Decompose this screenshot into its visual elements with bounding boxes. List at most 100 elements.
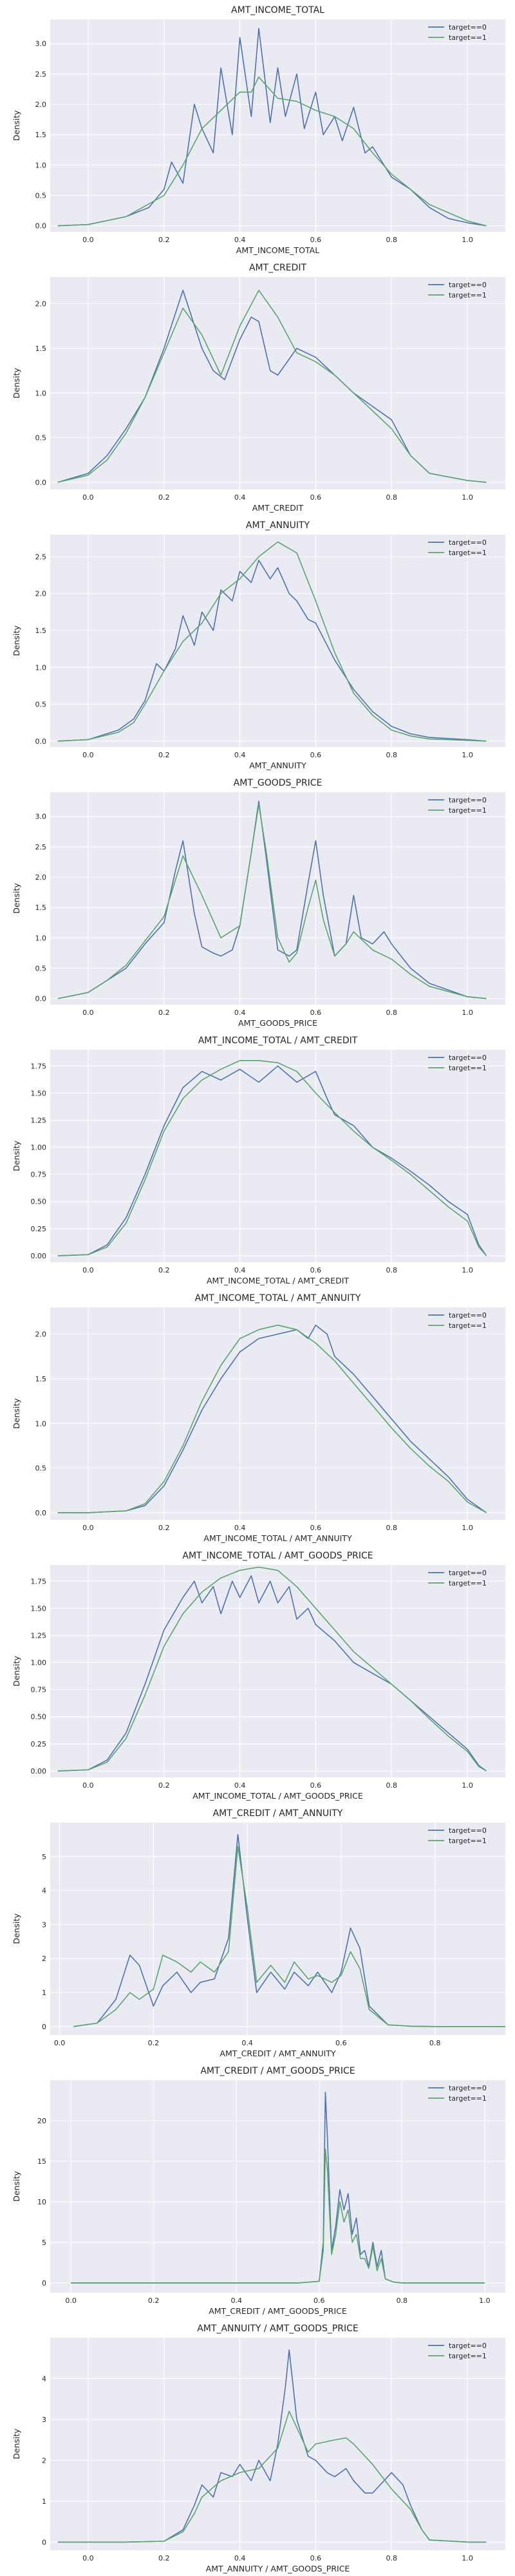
y-tick-label: 3.0 bbox=[35, 40, 47, 48]
y-tick-label: 0.50 bbox=[31, 1713, 47, 1721]
y-tick-label: 1.00 bbox=[31, 1144, 47, 1152]
x-tick-label: 0.2 bbox=[148, 2297, 160, 2305]
legend-label: target==0 bbox=[449, 538, 487, 547]
x-tick-label: 0.4 bbox=[234, 1266, 246, 1274]
y-tick-label: 0 bbox=[42, 2279, 46, 2287]
chart-svg-7: 0.0 0.2 0.4 0.6 0.8 1.0 0.00 0.25 0.50 0.75 1.00 1.… bbox=[12, 1551, 505, 1801]
y-tick-label: 4 bbox=[42, 1887, 46, 1895]
y-tick-label: 1.25 bbox=[31, 1631, 47, 1640]
x-axis-label: AMT_ANNUITY bbox=[249, 761, 306, 770]
legend-label: target==0 bbox=[449, 2342, 487, 2350]
x-tick-label: 0.8 bbox=[386, 493, 398, 502]
x-axis-label: AMT_CREDIT bbox=[252, 503, 304, 513]
series-line-target-1 bbox=[57, 804, 487, 999]
plot-area bbox=[50, 1050, 505, 1262]
series-line-target-0 bbox=[57, 28, 487, 227]
y-tick-label: 1.0 bbox=[35, 389, 47, 397]
chart-panel-1: 0.0 0.2 0.4 0.6 0.8 1.0 0.0 0.5 1.0 1.5 2.0 2.5 3.0 A… bbox=[0, 0, 515, 258]
y-tick-label: 1.5 bbox=[35, 345, 47, 353]
x-tick-label: 0.8 bbox=[386, 2554, 398, 2562]
y-tick-label: 0.50 bbox=[31, 1198, 47, 1206]
y-tick-label: 1.00 bbox=[31, 1659, 47, 1667]
x-tick-label: 0.2 bbox=[158, 1781, 170, 1790]
series-line-target-0 bbox=[57, 2349, 487, 2543]
chart-svg-1: 0.0 0.2 0.4 0.6 0.8 1.0 0.0 0.5 1.0 1.5 2.0 2.5 3.0 A… bbox=[12, 5, 505, 255]
y-tick-label: 2.0 bbox=[35, 873, 47, 882]
x-tick-label: 0.6 bbox=[310, 2554, 322, 2562]
y-axis-label: Density bbox=[12, 368, 21, 399]
y-tick-label: 3 bbox=[42, 2416, 46, 2424]
chart-panel-2: 0.0 0.2 0.4 0.6 0.8 1.0 0.0 0.5 1.0 1.5 2.0 AMT_CRE… bbox=[0, 258, 515, 515]
y-tick-label: 2 bbox=[42, 1955, 46, 1963]
y-axis-label: Density bbox=[12, 110, 21, 141]
y-tick-label: 2.0 bbox=[35, 300, 47, 308]
y-tick-label: 2.5 bbox=[35, 843, 47, 851]
y-tick-label: 15 bbox=[37, 2157, 46, 2166]
x-tick-label: 0.4 bbox=[234, 236, 246, 244]
y-tick-label: 1 bbox=[42, 2497, 46, 2506]
x-tick-label: 0.2 bbox=[158, 751, 170, 759]
x-tick-label: 0.0 bbox=[82, 236, 94, 244]
y-tick-label: 4 bbox=[42, 2374, 46, 2383]
x-axis-label: AMT_INCOME_TOTAL / AMT_ANNUITY bbox=[203, 1533, 352, 1543]
x-tick-label: 0.2 bbox=[158, 493, 170, 502]
y-tick-label: 1.0 bbox=[35, 161, 47, 169]
x-tick-label: 0.6 bbox=[310, 1266, 322, 1274]
plot-area bbox=[50, 1565, 505, 1777]
x-tick-label: 0.0 bbox=[82, 1524, 94, 1532]
plot-area bbox=[50, 2080, 505, 2293]
y-axis-label: Density bbox=[12, 625, 21, 656]
x-tick-label: 1.0 bbox=[462, 236, 473, 244]
x-tick-label: 0.8 bbox=[386, 1009, 398, 1017]
y-tick-label: 1.0 bbox=[35, 1419, 47, 1428]
series-line-target-1 bbox=[57, 1566, 487, 1772]
chart-svg-5: 0.0 0.2 0.4 0.6 0.8 1.0 0.00 0.25 0.50 0.75 1.00 1.… bbox=[12, 1036, 505, 1285]
x-axis-label: AMT_INCOME_TOTAL bbox=[236, 245, 319, 255]
chart-panel-7: 0.0 0.2 0.4 0.6 0.8 1.0 0.00 0.25 0.50 0.75 1.00 1.… bbox=[0, 1546, 515, 1803]
plot-area bbox=[50, 1307, 505, 1520]
y-tick-label: 0 bbox=[42, 2023, 46, 2031]
chart-title: AMT_INCOME_TOTAL / AMT_GOODS_PRICE bbox=[182, 1551, 373, 1561]
x-tick-label: 1.0 bbox=[462, 1524, 473, 1532]
y-tick-label: 1.50 bbox=[31, 1604, 47, 1613]
series-line-target-0 bbox=[57, 1065, 487, 1256]
x-tick-label: 1.0 bbox=[462, 751, 473, 759]
chart-title: AMT_CREDIT / AMT_GOODS_PRICE bbox=[200, 2066, 355, 2076]
chart-svg-8: 0.0 0.2 0.4 0.6 0.8 0 1 2 3 4 5 AMT_CREDIT / AMT_AN… bbox=[12, 1808, 505, 2058]
x-tick-label: 0.6 bbox=[335, 2039, 347, 2047]
x-tick-label: 0.8 bbox=[386, 1781, 398, 1790]
y-tick-label: 0.5 bbox=[35, 701, 47, 709]
y-tick-label: 0.5 bbox=[35, 1464, 47, 1473]
x-tick-label: 0.8 bbox=[386, 751, 398, 759]
y-tick-label: 0 bbox=[42, 2538, 46, 2546]
y-tick-label: 1.0 bbox=[35, 663, 47, 672]
x-tick-label: 0.6 bbox=[310, 751, 322, 759]
legend-label: target==0 bbox=[449, 2084, 487, 2092]
series-line-target-1 bbox=[57, 289, 487, 483]
legend-label: target==1 bbox=[449, 1579, 487, 1587]
y-tick-label: 1.75 bbox=[31, 1577, 47, 1586]
legend-label: target==1 bbox=[449, 33, 487, 42]
y-tick-label: 0.0 bbox=[35, 222, 47, 231]
y-tick-label: 1.5 bbox=[35, 627, 47, 635]
x-tick-label: 0.4 bbox=[234, 1524, 246, 1532]
series-line-target-1 bbox=[71, 2148, 485, 2284]
x-tick-label: 0.2 bbox=[158, 2554, 170, 2562]
y-tick-label: 0.25 bbox=[31, 1225, 47, 1233]
x-tick-label: 0.4 bbox=[234, 1009, 246, 1017]
y-tick-label: 0.5 bbox=[35, 434, 47, 442]
x-tick-label: 0.6 bbox=[310, 1524, 322, 1532]
x-tick-label: 0.4 bbox=[234, 493, 246, 502]
x-tick-label: 0.8 bbox=[429, 2039, 441, 2047]
x-tick-label: 0.6 bbox=[310, 236, 322, 244]
x-tick-label: 0.6 bbox=[314, 2297, 325, 2305]
x-axis-label: AMT_ANNUITY / AMT_GOODS_PRICE bbox=[206, 2564, 350, 2573]
x-tick-label: 0.0 bbox=[82, 751, 94, 759]
x-tick-label: 1.0 bbox=[462, 1781, 473, 1790]
